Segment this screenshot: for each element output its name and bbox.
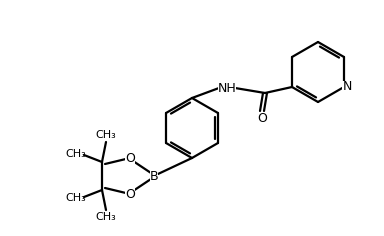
Text: CH₃: CH₃ [96, 212, 116, 222]
Text: O: O [125, 187, 135, 201]
Text: N: N [342, 80, 352, 93]
Text: O: O [257, 111, 267, 125]
Text: CH₃: CH₃ [66, 149, 86, 159]
Text: O: O [125, 152, 135, 164]
Text: CH₃: CH₃ [66, 193, 86, 203]
Text: NH: NH [218, 81, 237, 94]
Text: B: B [150, 169, 158, 182]
Text: CH₃: CH₃ [96, 130, 116, 140]
